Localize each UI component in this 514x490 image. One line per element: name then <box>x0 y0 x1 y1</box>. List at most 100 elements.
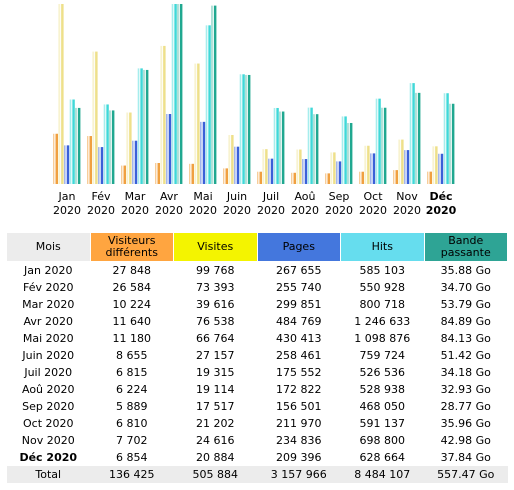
bar <box>273 107 279 184</box>
bar <box>87 136 92 184</box>
value-cell: 267 655 <box>276 264 322 277</box>
value-cell: 528 938 <box>359 383 406 396</box>
bar <box>364 145 370 184</box>
total-row: Total 136 425 505 884 3 157 966 8 484 107 557… <box>6 466 508 483</box>
bar <box>103 104 109 184</box>
value-cell: 35.96 Go <box>440 417 491 430</box>
value-cell: 27 157 <box>196 349 235 362</box>
value-cell: 234 836 <box>276 434 322 447</box>
bar <box>443 93 449 184</box>
header-cell: Hits <box>340 232 425 262</box>
table-row: Juin 2020 8 655 27 157 258 461 759 724 51.42 … <box>7 347 508 364</box>
value-cell: 175 552 <box>276 366 322 379</box>
value-cell: 628 664 <box>359 451 406 464</box>
total-label: Total <box>6 466 90 483</box>
value-cell: 6 815 <box>116 366 148 379</box>
header-cell: Visiteurs différents <box>89 232 174 262</box>
bar <box>307 107 313 184</box>
bar <box>409 83 415 184</box>
month-cell: Oct 2020 <box>22 417 74 430</box>
table-row: Juil 2020 6 815 19 315 175 552 526 536 34.18 … <box>7 364 508 381</box>
total-cell: 505 884 <box>173 466 257 483</box>
bar <box>205 25 211 185</box>
header-cell: Visites <box>173 232 258 262</box>
bar <box>393 170 398 184</box>
month-cell: Nov 2020 <box>21 434 75 447</box>
value-cell: 258 461 <box>276 349 322 362</box>
value-cell: 7 702 <box>116 434 148 447</box>
value-cell: 27 848 <box>112 264 152 277</box>
x-tick-label: Juin 2020 <box>223 190 251 217</box>
bar <box>347 122 353 184</box>
value-cell: 209 396 <box>276 451 322 464</box>
bar <box>126 112 132 184</box>
header-cell: Mois <box>6 232 91 262</box>
value-cell: 84.13 Go <box>440 332 491 345</box>
value-cell: 698 800 <box>359 434 406 447</box>
bar <box>223 168 228 184</box>
value-cell: 6 810 <box>116 417 148 430</box>
x-tick-label: Juil 2020 <box>257 190 285 217</box>
bar <box>75 107 81 184</box>
header-row: Mois Visiteurs différents Visites Pages Hits… <box>6 232 508 262</box>
bar <box>375 98 381 184</box>
bar <box>92 51 98 184</box>
bar <box>58 4 64 184</box>
bar <box>53 133 58 184</box>
total-cell: 557.47 Go <box>424 466 508 483</box>
value-cell: 468 050 <box>359 400 406 413</box>
value-cell: 24 616 <box>196 434 235 447</box>
value-cell: 66 764 <box>196 332 235 345</box>
value-cell: 37.84 Go <box>440 451 491 464</box>
value-cell: 73 393 <box>196 281 235 294</box>
bar <box>296 149 302 184</box>
value-cell: 99 768 <box>196 264 235 277</box>
bar <box>415 92 421 184</box>
x-tick-label: Mar 2020 <box>121 190 149 217</box>
value-cell: 6 854 <box>116 451 148 464</box>
value-cell: 20 884 <box>196 451 235 464</box>
table-row: Oct 2020 6 810 21 202 211 970 591 137 35.96 G… <box>7 415 508 432</box>
bar <box>109 110 115 184</box>
bar <box>313 114 319 184</box>
bar <box>194 63 200 184</box>
value-cell: 42.98 Go <box>440 434 491 447</box>
total-cell: 136 425 <box>90 466 174 483</box>
value-cell: 34.18 Go <box>440 366 491 379</box>
table-row: Nov 2020 7 702 24 616 234 836 698 800 42.98 G… <box>7 432 508 449</box>
x-tick-label: Nov 2020 <box>393 190 421 217</box>
x-tick-label: Mai 2020 <box>189 190 217 217</box>
value-cell: 172 822 <box>276 383 322 396</box>
month-cell: Mai 2020 <box>22 332 74 345</box>
table-row: Jan 2020 27 848 99 768 267 655 585 103 35.88 … <box>7 262 508 280</box>
bar <box>330 152 336 184</box>
bar <box>160 45 166 184</box>
value-cell: 19 315 <box>196 366 235 379</box>
value-cell: 10 224 <box>112 298 152 311</box>
bar <box>341 116 347 184</box>
month-cell: Fév 2020 <box>23 281 74 294</box>
bar <box>228 135 234 184</box>
table-row: Avr 2020 11 640 76 538 484 769 1 246 633 84.8… <box>7 313 508 330</box>
bar <box>171 4 177 184</box>
value-cell: 585 103 <box>359 264 406 277</box>
bar <box>69 99 75 184</box>
x-tick-label: Avr 2020 <box>155 190 183 217</box>
value-cell: 1 098 876 <box>354 332 411 345</box>
bar <box>211 5 217 185</box>
value-cell: 800 718 <box>359 298 406 311</box>
bar <box>64 145 70 184</box>
table-row: Aoû 2020 6 224 19 114 172 822 528 938 32.93 G… <box>7 381 508 398</box>
bar <box>155 162 160 184</box>
value-cell: 8 655 <box>116 349 148 362</box>
value-cell: 255 740 <box>276 281 322 294</box>
month-cell: Avr 2020 <box>23 315 73 328</box>
bar <box>166 114 172 184</box>
bar <box>302 159 308 184</box>
value-cell: 1 246 633 <box>354 315 411 328</box>
x-tick-label: Fév 2020 <box>87 190 115 217</box>
value-cell: 5 889 <box>116 400 148 413</box>
value-cell: 39 616 <box>196 298 235 311</box>
